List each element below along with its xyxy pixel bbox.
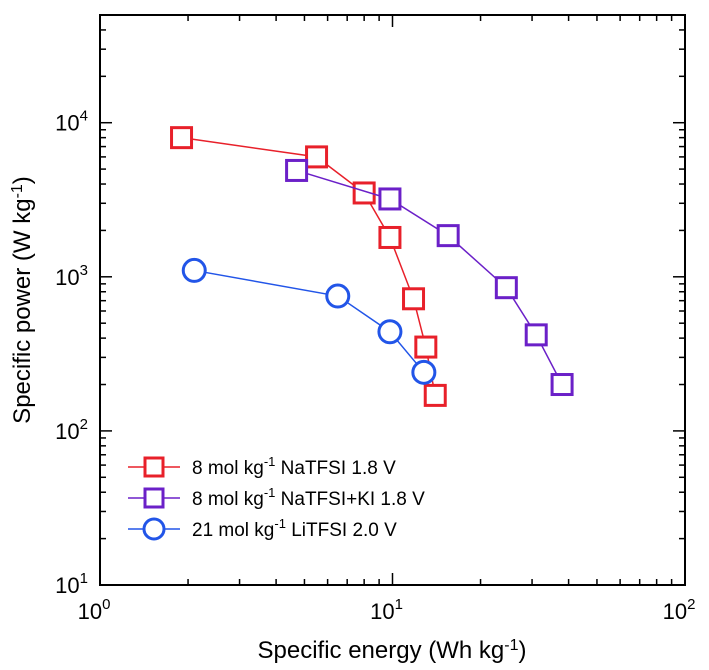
x-tick-label: 102 (663, 596, 696, 624)
data-point (423, 383, 447, 407)
x-tick-label: 100 (78, 596, 111, 624)
series-2 (285, 158, 574, 397)
y-tick-label: 104 (55, 108, 88, 136)
series-layer (170, 126, 574, 407)
data-point (352, 181, 376, 205)
data-point (411, 359, 437, 385)
data-point (377, 319, 403, 345)
legend-marker (143, 487, 165, 509)
legend-item: 21 mol kg-1 LiTFSI 2.0 V (128, 516, 397, 541)
data-point (550, 373, 574, 397)
series-line (181, 136, 436, 396)
data-point (378, 225, 402, 249)
legend: 8 mol kg-1 NaTFSI 1.8 V 8 mol kg-1 NaTFSI… (128, 454, 425, 541)
data-point (325, 283, 351, 309)
data-point (285, 158, 309, 182)
legend-label: 8 mol kg-1 NaTFSI+KI 1.8 V (192, 485, 425, 510)
y-tick-label: 103 (55, 262, 88, 290)
y-axis-title: Specific power (W kg-1) (9, 176, 37, 424)
legend-label: 8 mol kg-1 NaTFSI 1.8 V (192, 454, 396, 479)
data-point (305, 145, 329, 169)
legend-label: 21 mol kg-1 LiTFSI 2.0 V (192, 516, 397, 541)
data-point (402, 287, 426, 311)
legend-item: 8 mol kg-1 NaTFSI 1.8 V (128, 454, 396, 479)
data-point (436, 224, 460, 248)
legend-marker (143, 456, 165, 478)
legend-marker (142, 517, 166, 541)
series-3 (181, 257, 437, 385)
data-point (378, 187, 402, 211)
series-line (194, 269, 425, 373)
legend-item: 8 mol kg-1 NaTFSI+KI 1.8 V (128, 485, 425, 510)
data-point (414, 335, 438, 359)
y-tick-label: 101 (55, 570, 88, 598)
data-point (170, 126, 194, 150)
series-1 (170, 126, 447, 407)
x-axis-title: Specific energy (Wh kg-1) (258, 637, 527, 665)
y-tick-label: 102 (55, 416, 88, 444)
data-point (181, 257, 207, 283)
x-tick-label: 101 (370, 596, 403, 624)
data-point (494, 276, 518, 300)
data-point (524, 323, 548, 347)
